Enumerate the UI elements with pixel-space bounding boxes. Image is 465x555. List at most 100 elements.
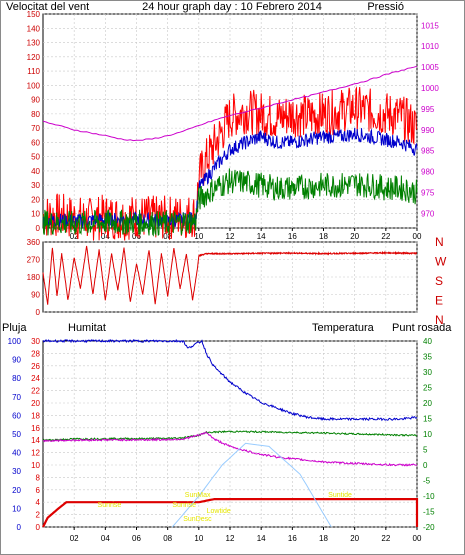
panel3-temp-y-tick-label: 10 [423,430,432,439]
panel1-right-y-tick-label: 1015 [421,21,439,30]
series-pressure-line [42,65,418,142]
panel1-x-tick-label: 00 [413,232,422,241]
panel1-x-tick-label: 20 [350,232,359,241]
panel3-x-tick-label: 22 [381,534,390,543]
series-direction-line [42,245,418,305]
panel1-right-y-tick-label: 975 [421,188,435,197]
panel3-rain-y-tick-label: 28 [31,349,40,358]
panel1-left-label: Velocitat del vent [6,1,89,13]
panel3-x-tick-label: 12 [226,534,235,543]
panel3-rain-y-tick-label: 2 [36,511,41,520]
panel1-x-tick-label: 16 [288,232,297,241]
series-dewpoint-line [42,431,418,467]
compass-label: S [435,274,443,288]
panel3-x-tick-label: 04 [101,534,110,543]
annotation-label: Sunrise [172,502,196,509]
compass-label: W [435,255,447,269]
panel3-humidity-y-tick-label: 100 [8,337,22,346]
panel3-rain-y-tick-label: 10 [31,461,40,470]
panel2-y-tick-label: 180 [27,273,41,282]
panel1-right-y-tick-label: 970 [421,209,435,218]
panel3-humidity-y-tick-label: 20 [12,486,21,495]
panel3-temp-y-tick-label: -10 [423,492,435,501]
panel1-x-tick-label: 10 [194,232,203,241]
temperature-label: Temperatura [312,322,375,334]
panel3-temp-y-tick-label: 5 [423,446,428,455]
panel1-title: 24 hour graph day : 10 Febrero 2014 [142,1,322,13]
panel3-humidity-y-tick-label: 30 [12,467,21,476]
panel1-right-y-tick-label: 980 [421,168,435,177]
annotation-label: Sunrise [98,502,122,509]
panel3-temp-y-tick-label: 30 [423,368,432,377]
panel3-humidity-y-tick-label: 80 [12,374,21,383]
panel1-right-y-tick-label: 995 [421,105,435,114]
panel3-rain-y-tick-label: 14 [31,436,40,445]
panel1-x-tick-label: 08 [163,232,172,241]
panel1-x-tick-label: 12 [226,232,235,241]
panel3-rain-y-tick-label: 26 [31,362,40,371]
panel1-left-y-tick-label: 30 [31,181,40,190]
panel3-humidity-y-tick-label: 60 [12,411,21,420]
panel1-left-y-tick-label: 150 [27,10,41,19]
panel1-x-tick-label: 18 [319,232,328,241]
panel3-rain-y-tick-label: 6 [36,486,41,495]
panel1-x-tick-label: 04 [101,232,110,241]
panel1-left-y-tick-label: 20 [31,195,40,204]
panel1-x-tick-label: 14 [257,232,266,241]
panel3-humidity-y-tick-label: 0 [17,523,22,532]
panel3-humidity-y-tick-label: 90 [12,356,21,365]
series-rain-line [42,498,419,528]
annotation-label: SunMax [185,492,211,499]
panel2-y-tick-label: 360 [27,238,41,247]
series-wind_low-line [42,168,418,237]
panel1-left-y-tick-label: 50 [31,153,40,162]
panel1-x-tick-label: 02 [70,232,79,241]
panel1-left-y-tick-label: 110 [27,67,40,76]
annotation-label: SunDesc [183,516,212,523]
panel3-rain-y-tick-label: 18 [31,411,40,420]
panel3-rain-y-tick-label: 0 [36,523,41,532]
panel1-left-y-tick-label: 130 [27,39,41,48]
dewpoint-label: Punt rosada [392,322,452,334]
panel1-right-y-tick-label: 1005 [421,63,439,72]
panel1-right-y-tick-label: 990 [421,126,435,135]
panel3-temp-y-tick-label: 20 [423,399,432,408]
panel3-humidity-y-tick-label: 10 [12,504,21,513]
panel3-x-tick-label: 14 [257,534,266,543]
panel1-right-y-tick-label: 1000 [421,84,439,93]
panel3-temp-y-tick-label: 25 [423,384,432,393]
panel1-right-label: Pressió [367,1,404,13]
panel3-humidity-y-tick-label: 70 [12,393,21,402]
panel3-temp-y-tick-label: -15 [423,508,435,517]
panel3-x-tick-label: 20 [350,534,359,543]
panel3-temp-y-tick-label: 15 [423,415,432,424]
panel3-x-tick-label: 02 [70,534,79,543]
panel3-x-tick-label: 08 [163,534,172,543]
panel1-left-y-tick-label: 40 [31,167,40,176]
panel3-x-tick-label: 10 [194,534,203,543]
panel1-x-tick-label: 22 [381,232,390,241]
compass-label: N [435,313,444,327]
panel2-y-tick-label: 0 [36,308,41,317]
annotation-label: Suntide [328,492,352,499]
panel3-rain-y-tick-label: 30 [31,337,40,346]
panel3-x-tick-label: 16 [288,534,297,543]
panel3-rain-y-tick-label: 22 [31,387,40,396]
panel1-left-y-tick-label: 70 [31,124,40,133]
series-humidity-line [42,338,418,422]
panel3-temp-y-tick-label: -20 [423,523,435,532]
annotation-label: Lowtide [207,508,231,515]
panel3-rain-y-tick-label: 16 [31,424,40,433]
chart-marks: 02 04 06 08 10 12 14 16 18 20 22 000102030405060708… [8,10,447,543]
panel1-left-y-tick-label: 80 [31,110,40,119]
panel3-rain-y-tick-label: 4 [36,498,41,507]
panel3-temp-y-tick-label: 35 [423,353,432,362]
panel3-rain-y-tick-label: 12 [31,449,40,458]
panel2-y-tick-label: 270 [27,256,41,265]
panel3-rain-y-tick-label: 8 [36,473,41,482]
panel2-y-tick-label: 90 [31,291,40,300]
panel3-x-tick-label: 06 [132,534,141,543]
compass-label: N [435,235,444,249]
